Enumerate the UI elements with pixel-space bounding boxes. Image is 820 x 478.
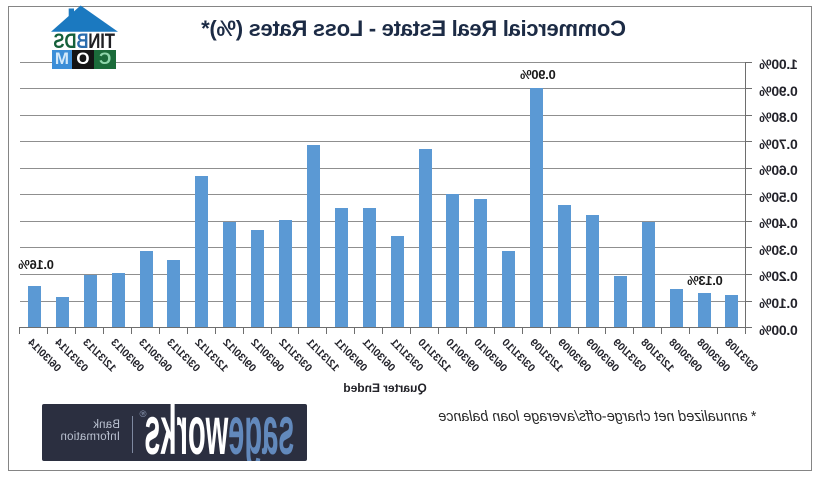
svg-text:works: works xyxy=(145,404,229,461)
svg-text:sage: sage xyxy=(229,404,295,461)
